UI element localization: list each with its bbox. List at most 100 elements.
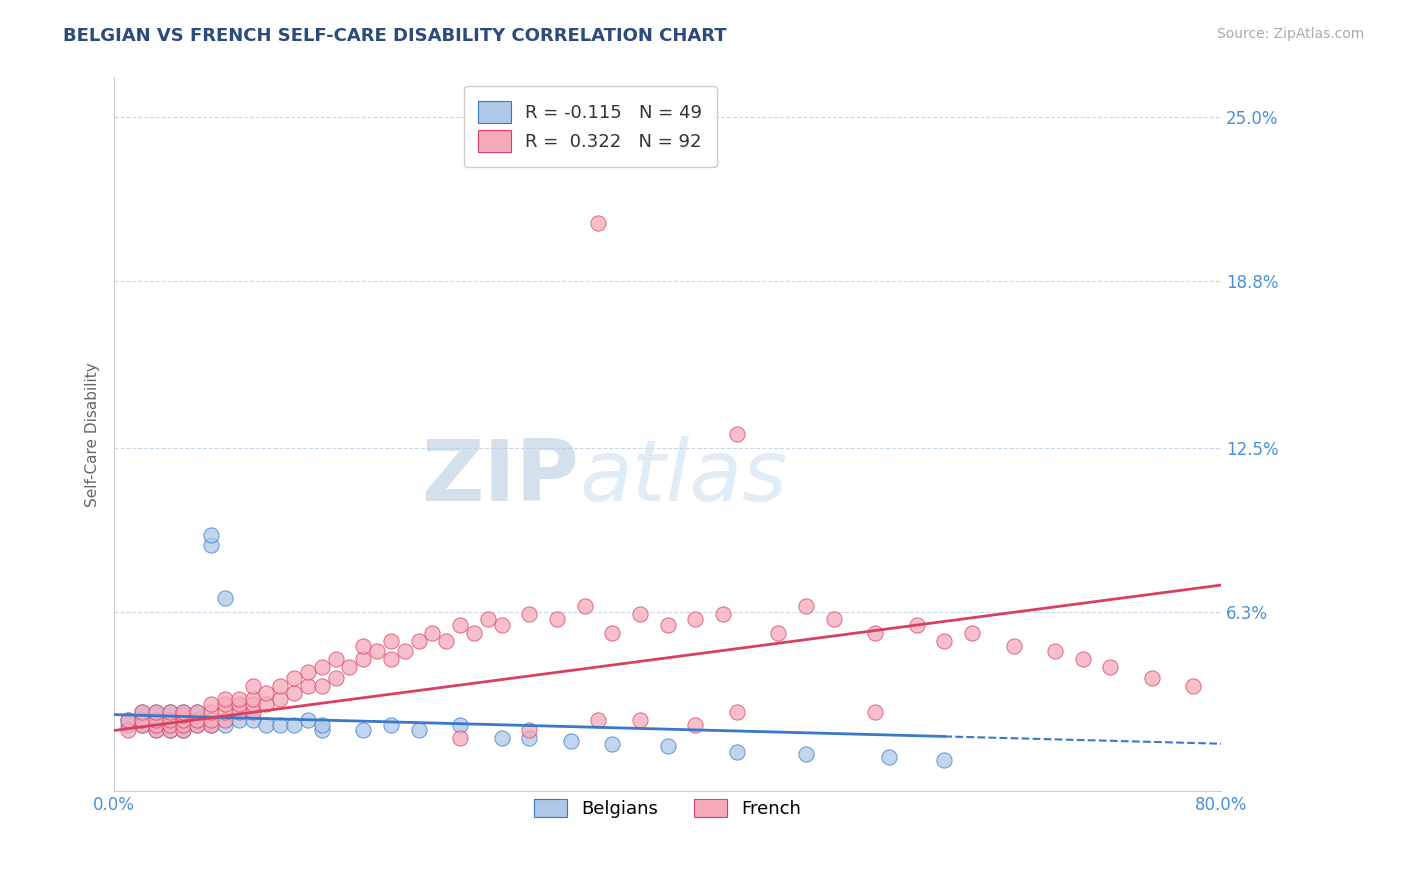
Point [1140, 671, 1163, 685]
Point [254, 718, 277, 732]
Point [517, 731, 540, 746]
Text: Source: ZipAtlas.com: Source: ZipAtlas.com [1216, 27, 1364, 41]
Point [311, 718, 333, 732]
Point [325, 671, 347, 685]
Point [588, 216, 610, 230]
Point [200, 538, 222, 552]
Point [725, 427, 748, 442]
Point [159, 723, 181, 738]
Point [145, 718, 167, 732]
Point [491, 731, 513, 746]
Point [200, 528, 222, 542]
Point [1002, 639, 1025, 653]
Point [449, 731, 471, 746]
Point [228, 691, 250, 706]
Point [283, 686, 305, 700]
Point [823, 612, 845, 626]
Point [228, 705, 250, 719]
Point [242, 679, 264, 693]
Point [254, 686, 277, 700]
Point [600, 625, 623, 640]
Point [600, 737, 623, 751]
Point [725, 705, 748, 719]
Point [145, 723, 167, 738]
Point [380, 652, 402, 666]
Point [159, 707, 181, 722]
Point [186, 718, 208, 732]
Point [657, 617, 679, 632]
Point [228, 697, 250, 711]
Point [794, 599, 817, 614]
Point [449, 617, 471, 632]
Point [517, 607, 540, 622]
Point [131, 718, 153, 732]
Point [186, 713, 208, 727]
Point [352, 652, 374, 666]
Point [434, 633, 457, 648]
Point [228, 713, 250, 727]
Point [145, 718, 167, 732]
Point [159, 713, 181, 727]
Point [1043, 644, 1066, 658]
Point [172, 705, 194, 719]
Point [242, 697, 264, 711]
Point [214, 691, 236, 706]
Point [366, 644, 388, 658]
Point [145, 713, 167, 727]
Point [117, 718, 139, 732]
Point [311, 660, 333, 674]
Point [628, 607, 651, 622]
Point [131, 707, 153, 722]
Point [131, 713, 153, 727]
Point [269, 691, 291, 706]
Point [131, 705, 153, 719]
Point [200, 713, 222, 727]
Point [960, 625, 983, 640]
Point [394, 644, 416, 658]
Point [1099, 660, 1122, 674]
Point [254, 697, 277, 711]
Point [905, 617, 928, 632]
Point [117, 723, 139, 738]
Point [214, 713, 236, 727]
Point [283, 671, 305, 685]
Point [159, 718, 181, 732]
Point [352, 723, 374, 738]
Point [186, 705, 208, 719]
Point [131, 713, 153, 727]
Point [159, 713, 181, 727]
Point [131, 718, 153, 732]
Point [172, 707, 194, 722]
Point [214, 705, 236, 719]
Point [863, 625, 886, 640]
Point [628, 713, 651, 727]
Point [186, 705, 208, 719]
Point [297, 713, 319, 727]
Point [768, 625, 790, 640]
Point [145, 723, 167, 738]
Point [311, 679, 333, 693]
Point [408, 723, 430, 738]
Point [242, 705, 264, 719]
Point [725, 745, 748, 759]
Text: atlas: atlas [579, 435, 787, 519]
Point [380, 633, 402, 648]
Point [877, 750, 900, 764]
Point [1071, 652, 1094, 666]
Point [131, 705, 153, 719]
Point [242, 713, 264, 727]
Point [449, 718, 471, 732]
Point [172, 718, 194, 732]
Point [463, 625, 485, 640]
Point [145, 705, 167, 719]
Y-axis label: Self-Care Disability: Self-Care Disability [86, 362, 100, 507]
Point [172, 723, 194, 738]
Point [117, 713, 139, 727]
Point [269, 718, 291, 732]
Point [934, 633, 956, 648]
Point [214, 697, 236, 711]
Point [546, 612, 568, 626]
Point [491, 617, 513, 632]
Point [574, 599, 596, 614]
Point [477, 612, 499, 626]
